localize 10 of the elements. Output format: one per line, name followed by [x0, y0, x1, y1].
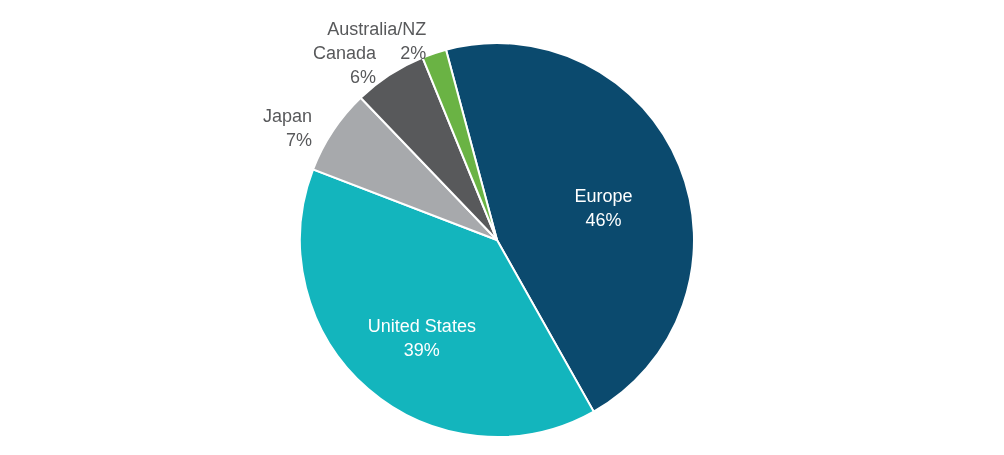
slice-label: Australia/NZ	[327, 18, 427, 39]
slice-label: Canada	[313, 42, 378, 63]
data-label: 6%	[350, 66, 377, 87]
slice-label: Europe	[574, 185, 633, 206]
data-label: 46%	[585, 209, 622, 230]
slice-label: United States	[367, 316, 476, 337]
data-label: 39%	[403, 340, 440, 361]
slice-label: Japan	[263, 106, 313, 127]
data-label: 2%	[400, 42, 427, 63]
data-label: 7%	[286, 130, 313, 151]
